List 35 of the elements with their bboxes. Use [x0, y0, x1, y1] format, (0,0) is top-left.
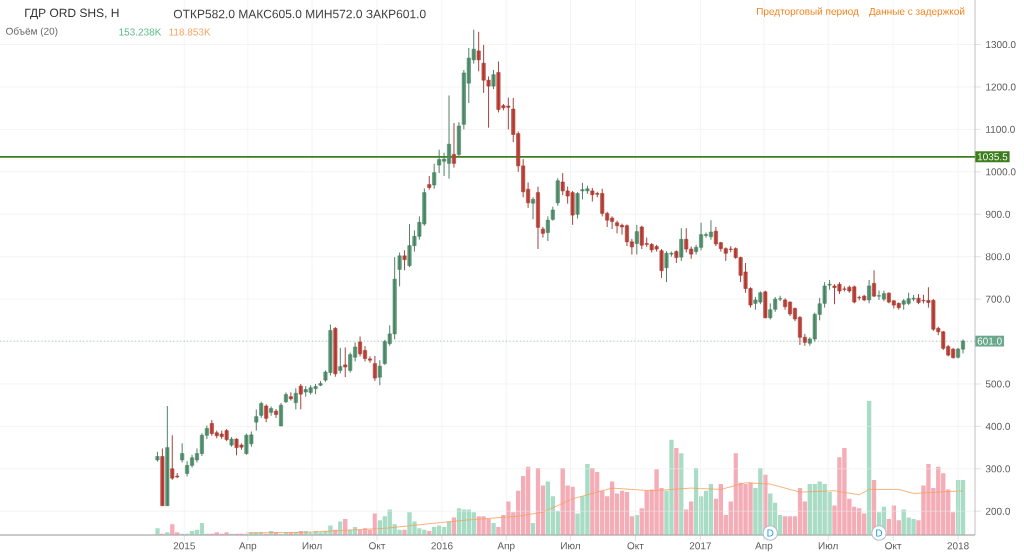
y-tick-label: 1300.0 — [986, 41, 1016, 49]
y-tick-label: 500.0 — [985, 380, 1011, 388]
annotation: Данные с задержкой — [868, 7, 965, 17]
annotation: D — [767, 529, 774, 537]
x-tick-label: Апр — [755, 542, 773, 552]
y-tick-label: 900.0 — [985, 210, 1011, 218]
annotation: 118.853K — [169, 28, 211, 36]
y-tick-label: 800.0 — [985, 253, 1011, 261]
ref-line-label: 1035.5 — [977, 153, 1008, 161]
x-tick-label: 2017 — [689, 542, 711, 550]
y-tick-label: 1200.0 — [986, 83, 1016, 91]
y-tick-label: 400.0 — [985, 422, 1011, 430]
x-tick-label: Июл — [302, 542, 322, 550]
x-tick-label: 2015 — [173, 542, 195, 550]
y-tick-label: 1000.0 — [986, 168, 1016, 176]
x-tick-label: Апр — [497, 542, 515, 552]
ref-line-label: 601.0 — [977, 337, 1002, 345]
x-tick-label: Апр — [239, 542, 257, 552]
x-tick-label: Окт — [885, 542, 902, 550]
x-tick-label: Июл — [561, 542, 580, 550]
x-tick-label: 2016 — [431, 542, 453, 550]
y-tick-label: 200.0 — [985, 507, 1011, 515]
x-tick-label: 2018 — [947, 542, 969, 550]
text: ОТКР582.0 МАКС605.0 МИН572.0 ЗАКР601.0 — [173, 9, 426, 19]
x-tick-label: Июл — [818, 542, 838, 550]
annotation: D — [876, 529, 883, 537]
y-tick-label: 1100.0 — [986, 125, 1015, 133]
text: ГДР ORD SHS, Н — [25, 8, 119, 20]
y-tick-label: 700.0 — [985, 295, 1011, 303]
y-tick-label: 300.0 — [985, 465, 1011, 473]
x-tick-label: Окт — [627, 542, 644, 550]
x-tick-label: Окт — [369, 542, 386, 550]
annotation: Объём (20) — [6, 27, 58, 37]
annotation: 153.238K — [119, 28, 162, 36]
annotation: Предторговый период — [757, 7, 859, 17]
